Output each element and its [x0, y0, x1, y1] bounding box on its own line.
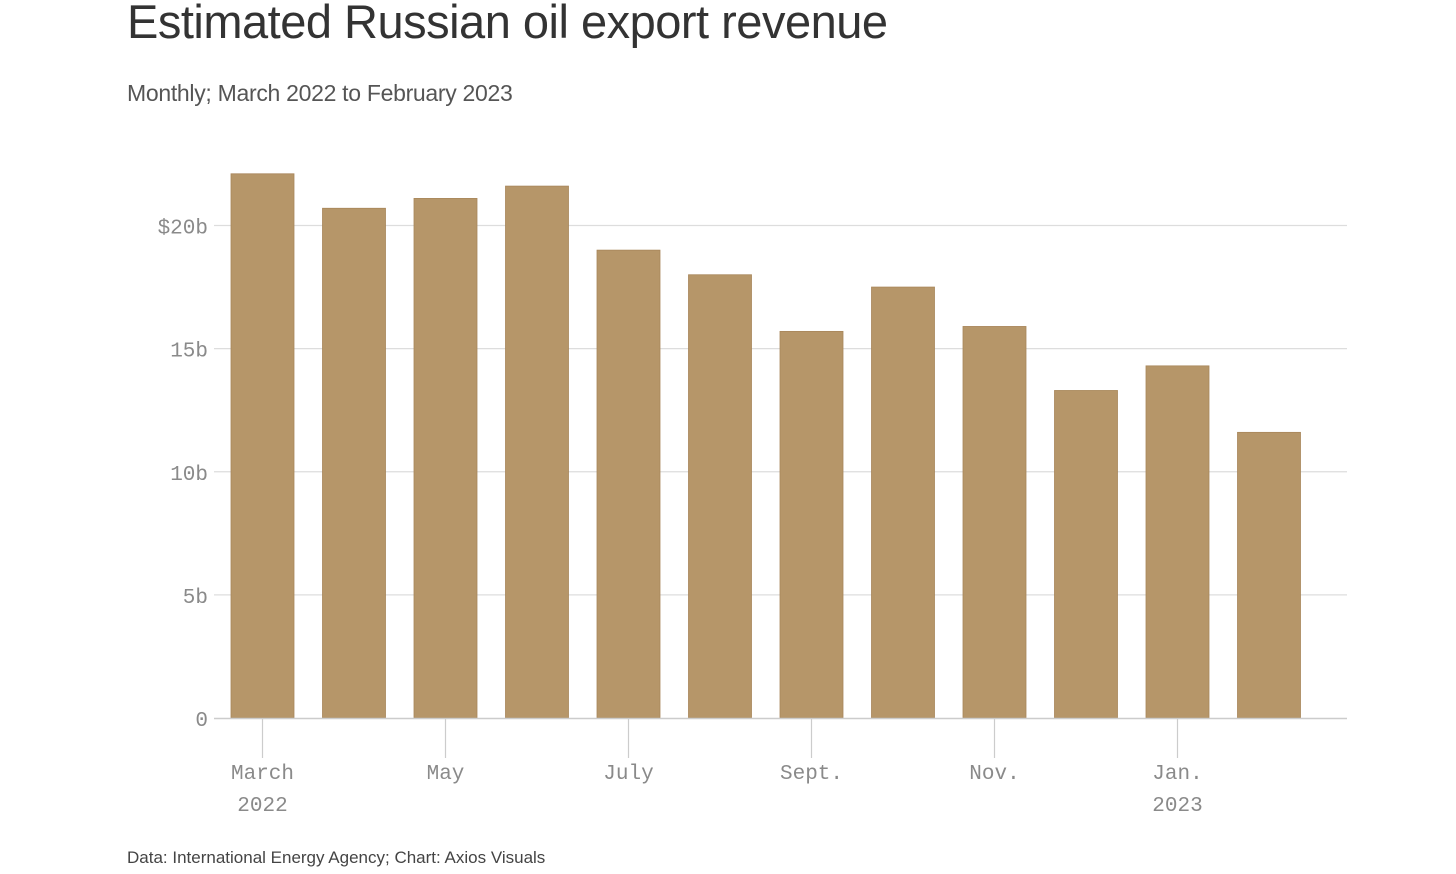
bars	[230, 173, 1301, 719]
y-tick-label: 10b	[170, 464, 208, 487]
y-tick-label: 15b	[170, 341, 208, 364]
bar-dec-2022	[1054, 390, 1118, 719]
y-axis-labels: 0 5b 10b 15b $20b	[158, 218, 208, 734]
bar-mar-2022	[230, 173, 295, 719]
y-tick-label: $20b	[158, 218, 208, 241]
bar-jan-2023	[1145, 365, 1210, 719]
x-tick-year-label: 2022	[237, 795, 287, 818]
y-tick-label: 5b	[183, 587, 208, 610]
x-tick-label: Jan.	[1152, 763, 1202, 786]
chart-source-note: Data: International Energy Agency; Chart…	[127, 848, 546, 867]
bar-aug-2022	[688, 274, 752, 719]
chart-title: Estimated Russian oil export revenue	[127, 0, 888, 48]
x-tick-label: Nov.	[969, 763, 1019, 786]
x-tick-year-label: 2023	[1152, 795, 1202, 818]
bar-apr-2022	[322, 207, 386, 719]
x-tick-label: March	[231, 763, 294, 786]
bar-sep-2022	[779, 330, 844, 719]
chart-subtitle: Monthly; March 2022 to February 2023	[127, 80, 513, 106]
x-tick-label: May	[427, 763, 465, 786]
bar-oct-2022	[871, 286, 935, 719]
bar-nov-2022	[962, 326, 1027, 719]
bar-jul-2022	[596, 249, 661, 719]
bar-feb-2023	[1237, 431, 1301, 719]
x-axis: March 2022 May July Sept. Nov. Jan. 2023	[214, 717, 1347, 818]
bar-jun-2022	[505, 185, 569, 719]
bar-may-2022	[413, 198, 478, 719]
x-tick-label: Sept.	[780, 763, 843, 786]
x-tick-label: July	[603, 763, 653, 786]
y-tick-label: 0	[195, 710, 208, 733]
